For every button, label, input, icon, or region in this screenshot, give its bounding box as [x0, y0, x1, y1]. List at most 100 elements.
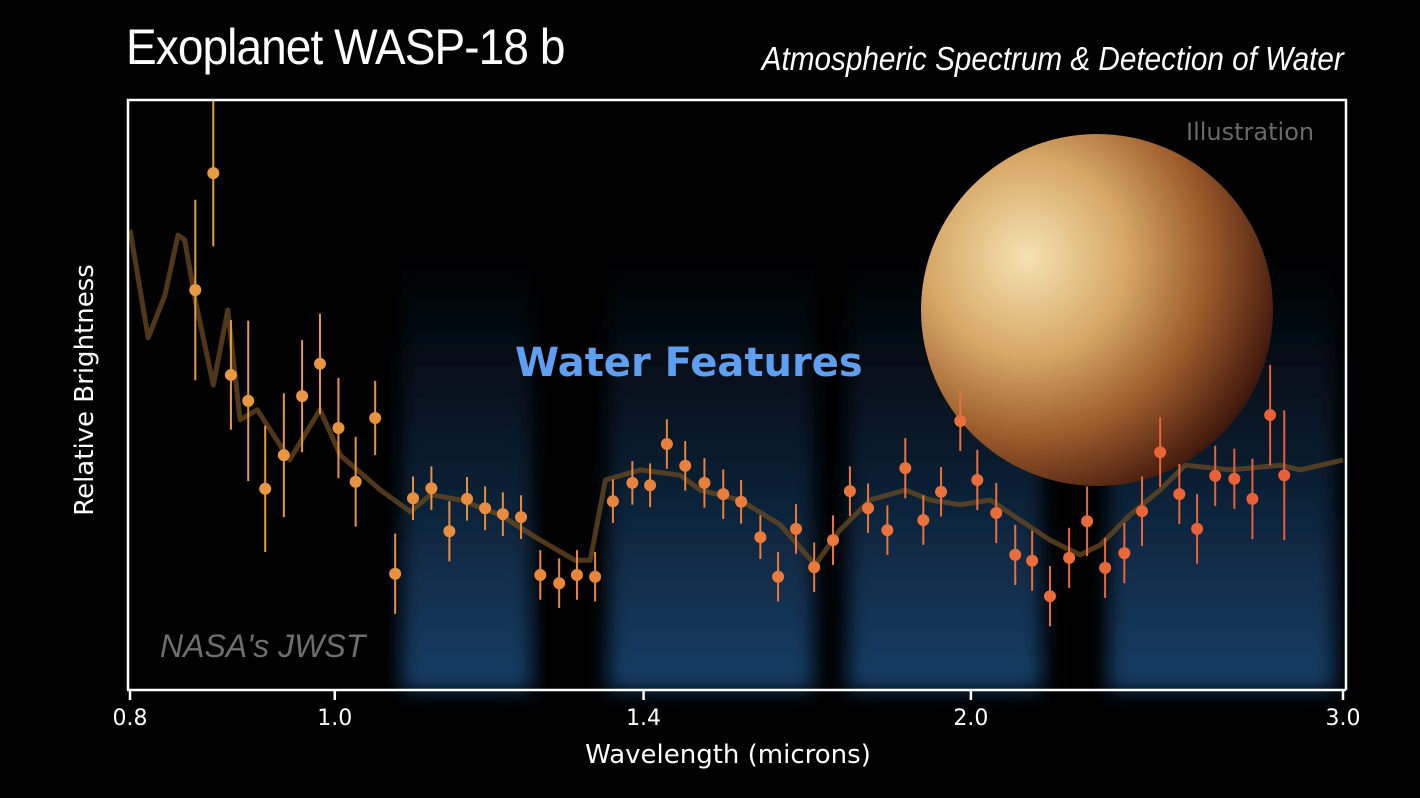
point-marker [660, 437, 673, 450]
data-point [479, 486, 492, 531]
model-spectrum-line [127, 229, 1344, 568]
point-marker [772, 570, 785, 583]
point-marker [717, 488, 730, 501]
data-point [990, 482, 1003, 544]
x-tick-label: 1.0 [317, 706, 353, 731]
data-point [207, 100, 220, 247]
x-tick-label: 2.0 [953, 706, 989, 731]
point-marker [1154, 446, 1167, 459]
data-point [570, 550, 583, 600]
data-point [515, 495, 528, 539]
water-features-label: Water Features [515, 340, 863, 386]
point-marker [242, 394, 255, 407]
point-marker [332, 422, 345, 435]
data-point [1063, 527, 1076, 588]
data-point [277, 393, 290, 518]
data-point [1209, 445, 1222, 506]
data-point [189, 199, 202, 381]
data-point [461, 477, 474, 521]
point-marker [862, 502, 875, 515]
data-point [1173, 464, 1186, 525]
point-marker [461, 492, 474, 505]
point-marker [1209, 469, 1222, 482]
data-point [698, 458, 711, 508]
point-marker [389, 567, 402, 580]
water-band [401, 250, 533, 690]
data-point [971, 449, 984, 511]
point-marker [735, 495, 748, 508]
point-marker [207, 167, 220, 180]
point-marker [1191, 522, 1204, 535]
point-marker [644, 479, 657, 492]
data-point [1099, 537, 1112, 598]
point-marker [843, 485, 856, 498]
illustration-label: Illustration [1186, 118, 1315, 146]
data-point [935, 466, 948, 517]
data-point [1264, 364, 1277, 466]
point-marker [224, 368, 237, 381]
x-tick-label: 3.0 [1325, 706, 1361, 731]
point-marker [1081, 515, 1094, 528]
data-point [313, 313, 326, 414]
data-point [735, 479, 748, 524]
data-point [1228, 448, 1241, 509]
data-point [349, 436, 362, 527]
data-point [679, 441, 692, 491]
point-marker [790, 522, 803, 535]
point-marker [313, 357, 326, 370]
point-marker [369, 412, 382, 425]
data-point [224, 320, 237, 430]
point-marker [1264, 409, 1277, 422]
data-point [389, 533, 402, 614]
chart-subtitle: Atmospheric Spectrum & Detection of Wate… [761, 40, 1344, 77]
data-point [1191, 494, 1204, 564]
plot-frame [126, 98, 1348, 690]
point-marker [754, 531, 767, 544]
x-ticks [128, 690, 1345, 700]
x-tick-label: 1.4 [626, 706, 662, 731]
point-marker [479, 502, 492, 515]
data-point [1009, 524, 1022, 585]
data-point [843, 466, 856, 516]
data-point [772, 551, 785, 602]
point-marker [407, 492, 420, 505]
point-marker [808, 561, 821, 574]
point-marker [425, 482, 438, 495]
data-point [644, 463, 657, 508]
data-point [606, 479, 619, 524]
chart-title: Exoplanet WASP-18 b [126, 19, 565, 75]
data-point [369, 380, 382, 456]
data-point [534, 550, 547, 600]
point-marker [496, 508, 509, 521]
data-point [626, 461, 639, 505]
point-marker [589, 570, 602, 583]
point-marker [259, 482, 272, 495]
data-point [1278, 410, 1291, 541]
data-point [496, 492, 509, 537]
point-marker [626, 476, 639, 489]
point-marker [1099, 561, 1112, 574]
point-marker [1278, 469, 1291, 482]
data-point [553, 558, 566, 608]
point-marker [606, 495, 619, 508]
point-marker [1043, 590, 1056, 603]
point-marker [899, 462, 912, 475]
point-marker [990, 507, 1003, 519]
data-point [1043, 566, 1056, 627]
data-point [899, 438, 912, 499]
point-marker [1009, 548, 1022, 561]
data-point [332, 377, 345, 479]
data-point [660, 419, 673, 469]
point-marker [277, 449, 290, 462]
data-point [407, 476, 420, 521]
point-marker [515, 511, 528, 524]
point-marker [534, 568, 547, 581]
point-marker [698, 476, 711, 489]
point-marker [1246, 492, 1259, 505]
data-point [862, 483, 875, 534]
x-axis-label: Wavelength (microns) [585, 740, 871, 770]
data-point [827, 515, 840, 565]
data-point [589, 551, 602, 602]
data-point [296, 340, 309, 453]
